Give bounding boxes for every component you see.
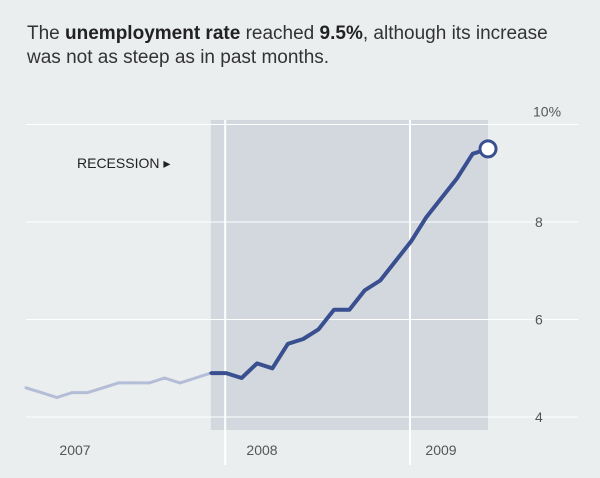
data-point bbox=[116, 381, 120, 385]
data-point bbox=[471, 152, 475, 156]
y-tick-label: 6 bbox=[535, 312, 543, 328]
y-tick-label: 4 bbox=[535, 409, 543, 425]
data-point bbox=[101, 386, 105, 390]
x-tick-label: 2007 bbox=[59, 442, 90, 458]
vertical-gridlines bbox=[224, 120, 411, 465]
recession-shade bbox=[210, 120, 489, 430]
y-tick-label: 10% bbox=[533, 104, 561, 120]
latest-value-marker bbox=[478, 139, 498, 159]
headline-text: The bbox=[27, 23, 66, 44]
data-point bbox=[363, 288, 367, 292]
headline-bold-value: 9.5% bbox=[319, 23, 363, 44]
data-point bbox=[178, 381, 182, 385]
x-tick-label: 2008 bbox=[246, 442, 277, 458]
data-point bbox=[163, 376, 167, 380]
series-line-pre-recession bbox=[25, 371, 212, 399]
data-point bbox=[301, 337, 305, 341]
data-point bbox=[39, 391, 43, 395]
x-axis-tick-labels: 2007 2008 2009 bbox=[59, 442, 456, 458]
data-points bbox=[24, 147, 490, 399]
data-point bbox=[55, 396, 59, 399]
data-point bbox=[394, 259, 398, 263]
data-point bbox=[193, 376, 197, 380]
data-point bbox=[132, 381, 136, 385]
data-point bbox=[224, 371, 228, 375]
data-point bbox=[86, 391, 90, 395]
data-point bbox=[147, 381, 151, 385]
data-point bbox=[240, 376, 244, 380]
data-point bbox=[378, 279, 382, 282]
y-axis-tick-labels: 4 6 8 10% bbox=[533, 104, 561, 426]
data-point bbox=[424, 215, 428, 219]
headline-text: , although its increase was not as steep… bbox=[27, 23, 548, 68]
headline: The unemployment rate reached 9.5%, alth… bbox=[27, 22, 572, 70]
data-point bbox=[70, 391, 74, 395]
data-point bbox=[317, 327, 321, 331]
data-point bbox=[209, 371, 213, 375]
recession-annotation: RECESSION ▸ bbox=[77, 155, 170, 171]
data-point bbox=[332, 308, 336, 312]
data-point bbox=[270, 366, 274, 370]
data-point bbox=[455, 176, 459, 180]
headline-text: reached bbox=[240, 23, 320, 44]
headline-bold-metric: unemployment rate bbox=[65, 23, 241, 44]
data-point bbox=[255, 361, 259, 365]
horizontal-gridlines bbox=[26, 124, 578, 418]
data-point bbox=[24, 386, 28, 390]
data-point bbox=[409, 240, 413, 243]
data-point bbox=[286, 342, 290, 346]
data-point bbox=[347, 308, 351, 312]
data-point bbox=[440, 196, 444, 200]
y-tick-label: 8 bbox=[535, 214, 543, 230]
x-tick-label: 2009 bbox=[425, 442, 456, 458]
